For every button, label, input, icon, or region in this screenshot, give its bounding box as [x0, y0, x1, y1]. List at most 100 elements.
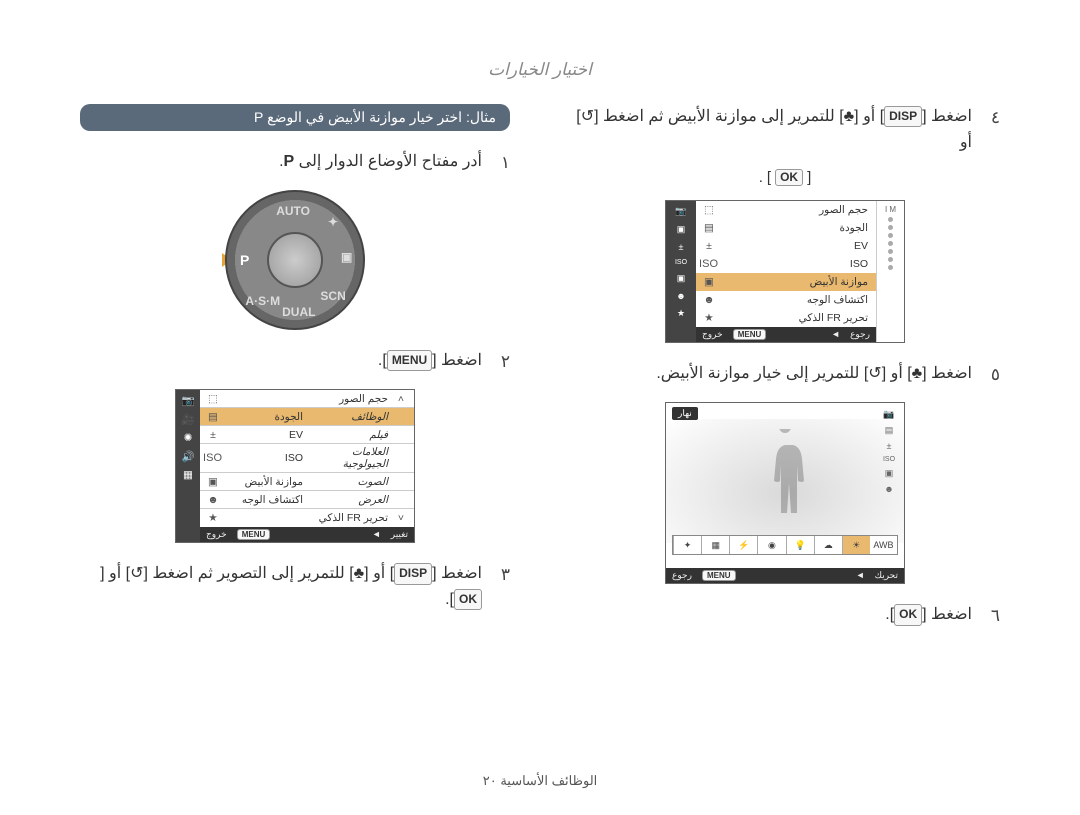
step1-text-a: أدر مفتاح الأوضاع الدوار إلى [294, 153, 482, 170]
menu-footer-menu: MENU [237, 529, 271, 540]
opts-scale: I M [876, 201, 904, 342]
s5-c: للتمرير إلى خيار موازنة الأبيض. [656, 365, 864, 382]
page-footer: الوظائف الأساسية ٢٠ [0, 773, 1080, 789]
step-number: ٦ [982, 602, 1000, 629]
example-header: مثال: اختر خيار موازنة الأبيض في الوضع P [80, 104, 510, 131]
step-2: ٢ اضغط [MENU]. [80, 348, 510, 375]
step-4: ٤ اضغط [DISP] أو [♣] للتمرير إلى موازنة … [570, 104, 1000, 155]
s3-d: أو [105, 565, 126, 582]
star-icon: ★ [677, 308, 685, 319]
menu-footer-exit: خروج [206, 529, 227, 540]
s5-b: أو [886, 365, 907, 382]
gear-icon: ✺ [184, 432, 193, 444]
menu-row-label: ISO [222, 452, 307, 464]
s4-a: اضغط [927, 108, 972, 125]
video-icon: 🎥 [181, 413, 194, 426]
chevron-left-icon: ◄ [372, 529, 381, 540]
step-5: ٥ اضغط [♣] أو [↺] للتمرير إلى خيار موازن… [570, 361, 1000, 388]
dial-mode-asm: A·S·M [250, 294, 280, 308]
opt-label: حجم الصور [718, 204, 872, 216]
opt-icon: ☻ [700, 294, 718, 306]
step-number: ١ [492, 149, 510, 176]
s4b: . [759, 169, 763, 186]
opt-icon: ★ [700, 312, 718, 324]
menu-row-label: تحرير FR الذكي [222, 512, 392, 524]
macro-icon: ♣ [912, 365, 923, 382]
arrow-down-icon: ˅ [392, 512, 410, 524]
opts-footer-menu: MENU [733, 329, 767, 340]
opts-right-bar: 📷 ▣ ± ISO ▣ ☻ ★ [666, 201, 696, 342]
chevron-left-icon: ◄ [856, 570, 865, 581]
face-icon: ☻ [884, 484, 893, 494]
wb-screen: نهار 📷 ▤ ± ISO ▣ ☻ AWB ☀ ☁ 💡 [665, 402, 905, 584]
wb-footer-back: رجوع [672, 570, 692, 581]
wb-cell: AWB [870, 536, 897, 554]
disp-key: DISP [884, 106, 922, 127]
menu-row-sub: فيلم [307, 429, 392, 441]
menu-row-label: موازنة الأبيض [222, 476, 307, 488]
opt-label: ISO [718, 258, 872, 270]
macro-icon: ♣ [354, 565, 365, 582]
s4-c: للتمرير إلى موازنة الأبيض ثم اضغط [599, 108, 840, 125]
options-screen: I M حجم الصور⬚ الجودة▤ EV± ISOISO موازنة… [665, 200, 905, 343]
menu-row-icon: ☻ [204, 494, 222, 506]
menu-row-label: حجم الصور [222, 393, 392, 405]
opt-icon: ⬚ [700, 204, 718, 216]
menu-screen: ˄ حجم الصور ⬚ الوظائف الجودة ▤ فيلم EV ± [175, 389, 415, 543]
opt-label: EV [718, 240, 872, 252]
grid-icon: ▣ [677, 224, 686, 235]
opt-icon: ▣ [700, 276, 718, 288]
arrow-up-icon: ˄ [392, 393, 410, 405]
opts-badge: I M [885, 205, 896, 214]
wb-cell: 💡 [786, 536, 814, 554]
dial-mode-dual: DUAL [285, 305, 315, 319]
dial-mode-auto: AUTO [280, 204, 310, 218]
step-3: ٣ اضغط [DISP] أو [♣] للتمرير إلى التصوير… [80, 561, 510, 612]
wb-side-icons: 📷 ▤ ± ISO ▣ ☻ [878, 409, 900, 543]
face-icon: ☻ [676, 291, 685, 301]
step2-text-b: . [378, 352, 382, 369]
menu-key: MENU [387, 350, 432, 371]
wb-footer-move: تحريك [875, 570, 898, 581]
opt-icon: ▤ [700, 222, 718, 234]
column-left: ٤ اضغط [DISP] أو [♣] للتمرير إلى موازنة … [570, 104, 1000, 644]
ok-key: OK [775, 169, 803, 186]
page-title: اختيار الخيارات [80, 60, 1000, 80]
opts-footer-exit: خروج [702, 329, 723, 340]
s5-a: اضغط [927, 365, 972, 382]
camera-icon: 📷 [181, 394, 194, 407]
mode-dial: AUTO P A·S·M DUAL SCN ▣ ✦ [225, 190, 365, 330]
s4-d: أو [960, 134, 972, 151]
menu-row-icon: ISO [204, 452, 222, 464]
step1-mode: P [284, 153, 295, 170]
opt-label: اكتشاف الوجه [718, 294, 872, 306]
step-number: ٥ [982, 361, 1000, 388]
dial-mode-7: ✦ [318, 215, 348, 229]
ok-key: OK [894, 604, 922, 625]
opt-label: تحرير FR الذكي [718, 312, 872, 324]
timer-icon: ↺ [581, 108, 594, 125]
menu-row-sub: العرض [307, 494, 392, 506]
timer-icon: ↺ [868, 365, 881, 382]
menu-row-sub: العلامات الجيولوجية [307, 446, 392, 470]
menu-row-icon: ⬚ [204, 393, 222, 405]
menu-row-icon: ▣ [204, 476, 222, 488]
wb-cell: ✦ [673, 536, 701, 554]
menu-row-icon: ★ [204, 512, 222, 524]
chevron-left-icon: ◄ [831, 329, 840, 340]
silhouette-icon [764, 429, 806, 519]
wb-strip: AWB ☀ ☁ 💡 ◉ ⚡ ▦ ✦ [672, 535, 898, 555]
iso-icon: ISO [883, 456, 895, 463]
opt-icon: ISO [700, 258, 718, 270]
s3-a: اضغط [437, 565, 482, 582]
s6-b: . [885, 606, 889, 623]
step-number: ٢ [492, 348, 510, 375]
ev-icon: ± [887, 441, 892, 451]
menu-sidebar: 📷 🎥 ✺ 🔊 ▦ [176, 390, 200, 542]
menu-row-icon: ± [204, 429, 222, 441]
s3-c: للتمرير إلى التصوير ثم اضغط [148, 565, 349, 582]
wb-icon: ▣ [677, 273, 686, 284]
opt-icon: ± [700, 240, 718, 252]
step-number: ٣ [492, 561, 510, 612]
column-right: مثال: اختر خيار موازنة الأبيض في الوضع P… [80, 104, 510, 644]
